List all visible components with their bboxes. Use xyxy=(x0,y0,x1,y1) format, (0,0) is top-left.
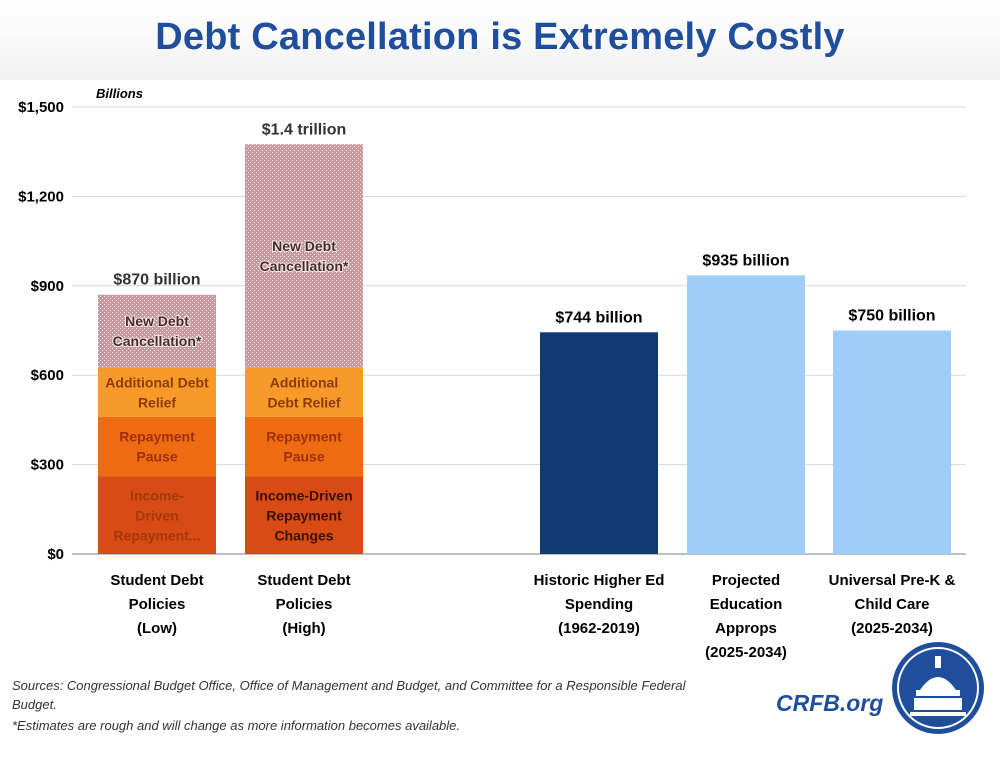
bar-segment-new_cancellation xyxy=(245,144,363,368)
segment-label: Income-Driven xyxy=(255,487,352,503)
y-tick-label: $900 xyxy=(31,278,64,295)
bar-segment-income_driven xyxy=(98,476,216,554)
x-tick-label: (2025-2034) xyxy=(705,644,787,661)
y-tick-label: $1,200 xyxy=(18,188,64,205)
bar-segment-repayment_pause xyxy=(245,416,363,477)
segment-label: New Debt xyxy=(272,238,336,254)
segment-label: Additional xyxy=(270,374,338,390)
chart-title: Debt Cancellation is Extremely Costly xyxy=(155,16,845,58)
bar-segment-light_blue xyxy=(833,330,951,554)
y-unit-label: Billions xyxy=(96,86,143,101)
segment-label: Driven xyxy=(135,507,179,523)
bar-segment-light_blue xyxy=(687,275,805,554)
x-tick-label: Child Care xyxy=(854,596,929,613)
segment-label: Income- xyxy=(130,487,184,503)
segment-label: Debt Relief xyxy=(267,394,340,410)
y-tick-label: $1,500 xyxy=(18,99,64,116)
total-label: $870 billion xyxy=(113,272,200,289)
segment-label: Repayment xyxy=(266,507,342,523)
total-label: $1.4 trillion xyxy=(262,121,346,138)
x-tick-label: (Low) xyxy=(137,620,177,637)
segment-label: Repayment xyxy=(266,429,342,445)
x-tick-label: Student Debt xyxy=(110,572,203,589)
bar-segment-repayment_pause xyxy=(98,416,216,477)
bar-chart: $0 $300 $600 $900 $1,200 $1,500 Billions Income… xyxy=(18,86,966,661)
x-tick-label: (2025-2034) xyxy=(851,620,933,637)
x-tick-label: Student Debt xyxy=(257,572,350,589)
crfb-link[interactable]: CRFB.org xyxy=(776,690,884,716)
bar-segment-additional_relief xyxy=(98,367,216,417)
x-tick-label: (1962-2019) xyxy=(558,620,640,637)
segment-label: Cancellation* xyxy=(113,333,202,349)
x-tick-label: Policies xyxy=(129,596,186,613)
bar-segment-additional_relief xyxy=(245,367,363,417)
x-tick-label: Historic Higher Ed xyxy=(534,572,665,589)
bar-segment-historic xyxy=(540,332,658,554)
bar-segment-income_driven xyxy=(245,476,363,554)
segment-label: Repayment... xyxy=(113,527,200,543)
x-tick-label: Education xyxy=(710,596,783,613)
bar-segment-new_cancellation xyxy=(98,294,216,368)
sources-line-1: Sources: Congressional Budget Office, Of… xyxy=(12,678,686,693)
y-tick-label: $600 xyxy=(31,367,64,384)
x-tick-label: Approps xyxy=(715,620,777,637)
segment-label: New Debt xyxy=(125,313,189,329)
x-tick-label: Universal Pre-K & xyxy=(829,572,956,589)
title-band xyxy=(0,0,1000,80)
y-tick-label: $0 xyxy=(47,546,64,563)
segment-label: Repayment xyxy=(119,429,195,445)
total-label: $744 billion xyxy=(555,309,642,326)
segment-label: Pause xyxy=(283,449,324,465)
segment-label: Cancellation* xyxy=(260,258,349,274)
segment-label: Relief xyxy=(138,394,176,410)
segment-label: Pause xyxy=(136,449,177,465)
x-tick-label: Projected xyxy=(712,572,780,589)
total-label: $935 billion xyxy=(702,252,789,269)
segment-label: Additional Debt xyxy=(105,374,209,390)
x-tick-label: Spending xyxy=(565,596,633,613)
estimate-note: *Estimates are rough and will change as … xyxy=(12,718,461,733)
capitol-seal-icon xyxy=(892,642,984,734)
x-tick-label: Policies xyxy=(276,596,333,613)
total-label: $750 billion xyxy=(848,308,935,325)
sources-line-2: Budget. xyxy=(12,697,57,712)
segment-label: Changes xyxy=(274,527,333,543)
x-tick-label: (High) xyxy=(282,620,325,637)
y-tick-label: $300 xyxy=(31,457,64,474)
